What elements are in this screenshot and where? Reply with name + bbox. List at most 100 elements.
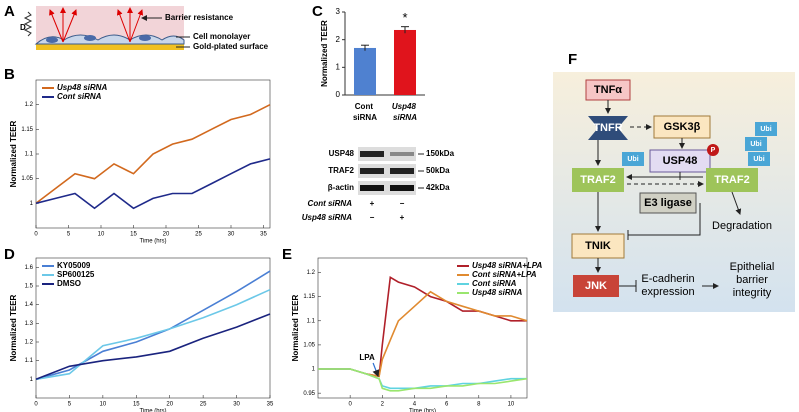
western-blot: USP48 TRAF2 β-actin 150kDa 50kDa 42kDa C… bbox=[302, 147, 455, 222]
y-tick-label: 1.15 bbox=[21, 127, 33, 133]
node-label: TNFα bbox=[594, 84, 622, 96]
series-line bbox=[35, 103, 271, 204]
arrow bbox=[129, 9, 144, 43]
node-label: expression bbox=[641, 286, 694, 298]
row-label: Cont siRNA bbox=[308, 199, 353, 208]
edge bbox=[731, 191, 742, 215]
x-tick-label: 6 bbox=[445, 402, 449, 408]
arrow bbox=[49, 9, 64, 43]
x-axis-label: Time (hrs) bbox=[409, 409, 436, 412]
node-label: Degradation bbox=[712, 220, 772, 232]
y-tick-label: 1.2 bbox=[307, 270, 316, 276]
band bbox=[360, 185, 384, 191]
row-label: Usp48 siRNA bbox=[302, 213, 352, 222]
panel-label: E bbox=[282, 246, 292, 263]
legend-label: KY05009 bbox=[57, 261, 91, 270]
band bbox=[360, 151, 384, 157]
y-tick-label: 2 bbox=[336, 35, 341, 44]
y-tick-label: 1.1 bbox=[25, 152, 34, 158]
legend-label: Usp48 siRNA bbox=[472, 288, 522, 297]
x-tick-label: 25 bbox=[195, 232, 202, 238]
x-tick-label: 10 bbox=[98, 232, 105, 238]
label: Gold-plated surface bbox=[193, 42, 269, 51]
x-tick-label: 4 bbox=[413, 402, 417, 408]
y-axis-label: Normalized TEER bbox=[320, 20, 329, 87]
ubi bbox=[745, 137, 767, 151]
x-tick-label: 15 bbox=[133, 402, 140, 408]
y-tick-label: 1 bbox=[30, 201, 34, 207]
panel-a: D Barrier resistance Cell monolayer Gold… bbox=[20, 6, 269, 51]
row-cell: − bbox=[400, 199, 405, 208]
x-tick-label: 25 bbox=[200, 402, 207, 408]
y-tick-label: 1.1 bbox=[307, 318, 316, 324]
node-label: E3 ligase bbox=[644, 197, 692, 209]
nucleus bbox=[46, 37, 58, 43]
series-line bbox=[318, 368, 528, 392]
y-tick-label: 1.2 bbox=[25, 340, 34, 346]
node bbox=[588, 116, 628, 140]
y-tick-label: 1.15 bbox=[303, 294, 315, 300]
resistor bbox=[23, 11, 33, 37]
edges bbox=[595, 100, 742, 292]
blot bbox=[358, 181, 416, 195]
blot bbox=[358, 164, 416, 178]
band bbox=[390, 185, 414, 191]
nucleus bbox=[84, 35, 96, 41]
row-cell: + bbox=[400, 213, 405, 222]
nucleus bbox=[139, 35, 151, 41]
node-label: TNFR bbox=[593, 122, 622, 134]
node-label: TRAF2 bbox=[580, 174, 615, 186]
ubi-label: Ubi bbox=[750, 141, 761, 148]
x-axis-label: Time (hrs) bbox=[139, 409, 166, 412]
y-axis-label: Normalized TEER bbox=[291, 294, 300, 361]
y-tick-label: 1 bbox=[312, 367, 316, 373]
node-label: TNIK bbox=[585, 240, 611, 252]
size: 150kDa bbox=[426, 149, 455, 158]
y-tick-label: 1.2 bbox=[25, 102, 34, 108]
node-label: TRAF2 bbox=[714, 174, 749, 186]
y-tick-label: 1 bbox=[30, 377, 34, 383]
x-tick-label: 5 bbox=[67, 232, 71, 238]
ubi-label: Ubi bbox=[760, 126, 771, 133]
annotation: * bbox=[402, 10, 407, 25]
arrow bbox=[116, 9, 131, 43]
ubi-label: Ubi bbox=[753, 156, 764, 163]
phospho bbox=[707, 144, 719, 156]
legend-label: Cont siRNA bbox=[472, 279, 517, 288]
ubi bbox=[622, 152, 644, 166]
x-tick-label: 35 bbox=[267, 402, 274, 408]
legend-label: Usp48 siRNA bbox=[57, 83, 107, 92]
series-line bbox=[318, 368, 527, 390]
series-line bbox=[318, 290, 528, 378]
node-label: E-cadherin bbox=[641, 273, 694, 285]
protein: USP48 bbox=[329, 149, 355, 158]
panel-label: F bbox=[568, 51, 577, 68]
x-tick-label: 10 bbox=[508, 402, 515, 408]
x-tick-label: 0 bbox=[34, 232, 38, 238]
gold-surface bbox=[36, 44, 184, 50]
x-tick-label: 2 bbox=[381, 402, 385, 408]
panel-label: C bbox=[312, 3, 323, 20]
annotation-arrow bbox=[372, 362, 380, 378]
y-tick-label: 1 bbox=[336, 62, 341, 71]
row-cell: − bbox=[370, 213, 375, 222]
label: Barrier resistance bbox=[165, 13, 234, 22]
x-tick-label: 0 bbox=[34, 402, 38, 408]
size: 42kDa bbox=[426, 183, 450, 192]
y-tick-label: 0 bbox=[336, 90, 341, 99]
x-tick-label: 15 bbox=[130, 232, 137, 238]
x-tick-label: 0 bbox=[348, 402, 352, 408]
node-label: Epithelial bbox=[730, 261, 775, 273]
ubi bbox=[755, 122, 777, 136]
y-tick-label: 1.1 bbox=[25, 358, 34, 364]
y-tick-label: 3 bbox=[336, 7, 341, 16]
band bbox=[390, 168, 414, 174]
series-line bbox=[35, 313, 271, 381]
x-tick-label: 5 bbox=[68, 402, 72, 408]
node-label: JNK bbox=[585, 280, 607, 292]
y-tick-label: 1.5 bbox=[25, 284, 34, 290]
series-line bbox=[35, 158, 271, 210]
x-tick-label: Usp48 siRNA bbox=[392, 102, 418, 122]
annotation: LPA bbox=[359, 353, 375, 362]
